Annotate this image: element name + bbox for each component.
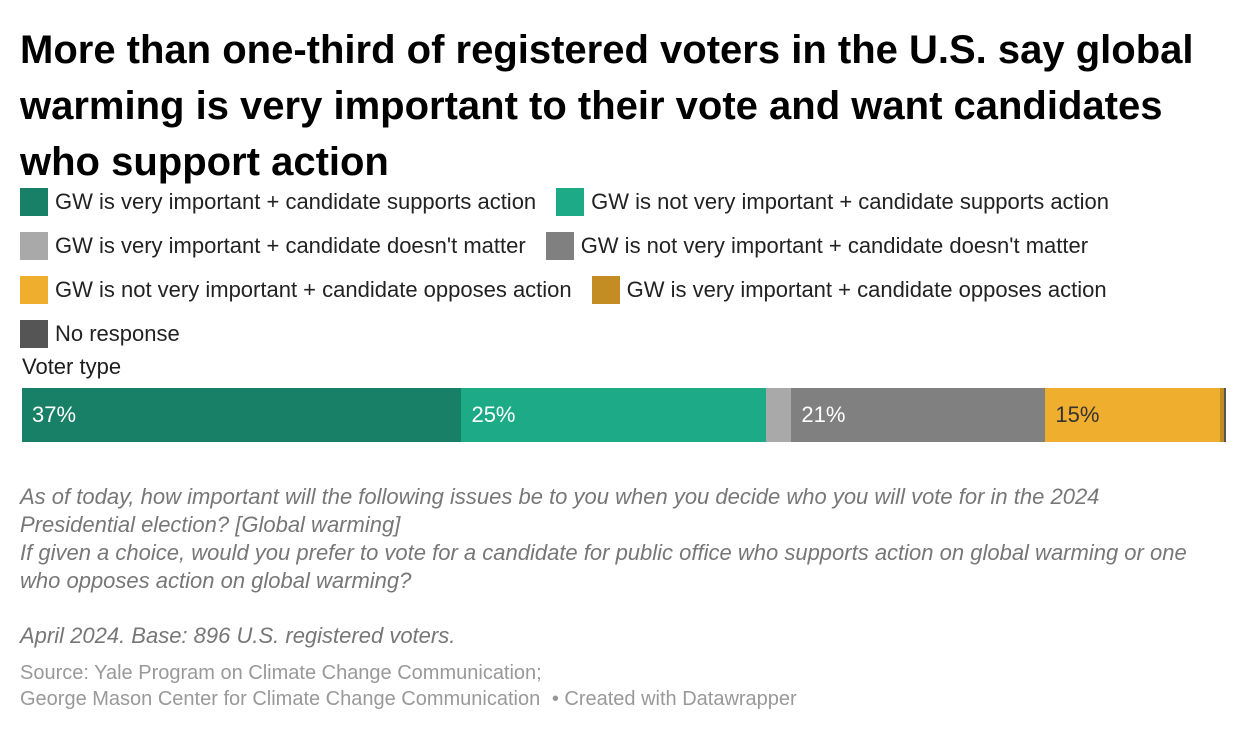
legend-item: GW is not very important + candidate sup… xyxy=(556,188,1110,216)
legend-swatch xyxy=(591,276,620,304)
bar-value-label: 15% xyxy=(1055,402,1100,427)
legend-swatch xyxy=(20,276,48,304)
legend-item: GW is very important + candidate doesn't… xyxy=(20,232,526,260)
bar-segment xyxy=(1223,388,1226,442)
source: Source: Yale Program on Climate Change C… xyxy=(20,660,797,712)
source-line-1: Source: Yale Program on Climate Change C… xyxy=(20,662,542,684)
legend-label: GW is not very important + candidate opp… xyxy=(55,277,572,302)
question-line-1: As of today, how important will the foll… xyxy=(20,484,1100,537)
legend-label: GW is not very important + candidate sup… xyxy=(591,189,1110,214)
question-line-2: If given a choice, would you prefer to v… xyxy=(20,540,1187,593)
legend-swatch xyxy=(20,188,48,216)
credit-link[interactable]: • Created with Datawrapper xyxy=(551,688,797,710)
bar-segment: 25% xyxy=(461,388,767,442)
chart-title: More than one-third of registered voters… xyxy=(20,28,1194,184)
legend: GW is very important + candidate support… xyxy=(20,188,1230,348)
legend-item: GW is very important + candidate opposes… xyxy=(591,276,1107,304)
legend-item: GW is very important + candidate support… xyxy=(20,188,537,216)
source-line-2: George Mason Center for Climate Change C… xyxy=(20,686,797,712)
legend-swatch xyxy=(545,232,574,260)
stacked-bar: 37% 25% 21% 15% xyxy=(22,388,1226,442)
legend-label: No response xyxy=(55,321,180,346)
bar-segment xyxy=(1219,388,1224,442)
bar-value-label: 25% xyxy=(471,402,516,427)
legend-item: GW is not very important + candidate doe… xyxy=(545,232,1089,260)
bar-segment: 15% xyxy=(1045,388,1220,442)
legend-label: GW is very important + candidate opposes… xyxy=(626,277,1107,302)
base-note: April 2024. Base: 896 U.S. registered vo… xyxy=(20,623,456,648)
bar-value-label: 21% xyxy=(801,402,846,427)
legend-label: GW is not very important + candidate doe… xyxy=(580,233,1089,258)
legend-label: GW is very important + candidate doesn't… xyxy=(55,233,526,258)
bar-value-label: 37% xyxy=(32,402,77,427)
survey-question: As of today, how important will the foll… xyxy=(20,483,1220,595)
legend-swatch xyxy=(556,188,585,216)
legend-item: No response xyxy=(20,320,180,348)
legend-label: GW is very important + candidate support… xyxy=(55,189,537,214)
legend-item: GW is not very important + candidate opp… xyxy=(20,276,572,304)
legend-swatch xyxy=(20,320,48,348)
row-header: Voter type xyxy=(22,354,122,379)
bar-segment: 37% xyxy=(22,388,462,442)
bar-segment: 21% xyxy=(791,388,1046,442)
legend-swatch xyxy=(20,232,48,260)
bar-segment xyxy=(766,388,792,442)
source-line-2-text: George Mason Center for Climate Change C… xyxy=(20,688,541,710)
